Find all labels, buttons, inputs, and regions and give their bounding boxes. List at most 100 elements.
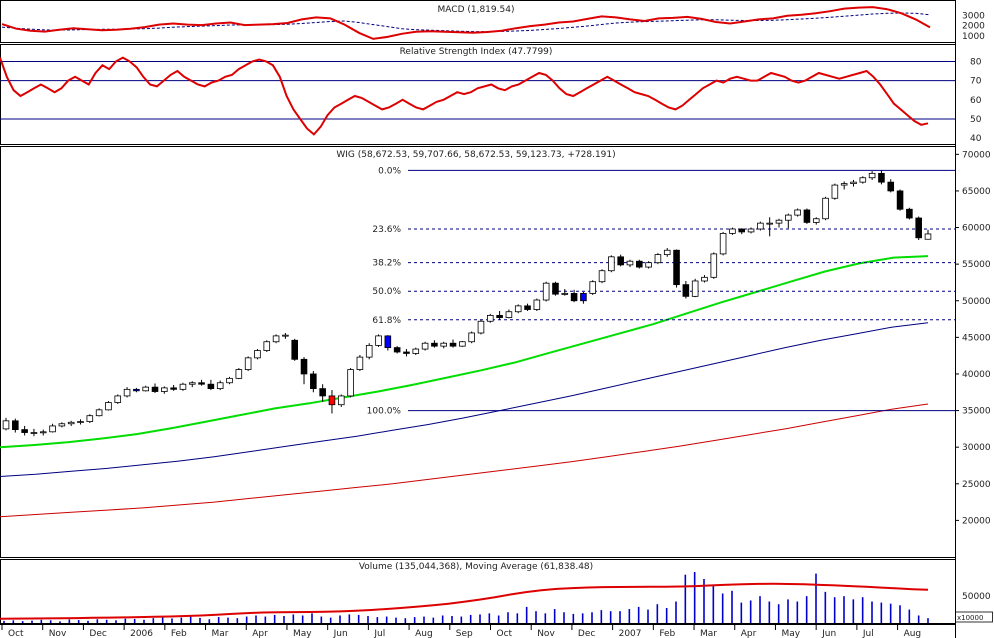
candle-body bbox=[114, 395, 122, 403]
candle-body bbox=[757, 222, 764, 230]
price-tick-label: 45000 bbox=[962, 333, 991, 343]
candle-body bbox=[393, 347, 401, 353]
candle-body bbox=[840, 183, 848, 186]
price-panel bbox=[0, 146, 956, 558]
candle-body bbox=[868, 172, 876, 179]
price-tick-label: 65000 bbox=[962, 187, 991, 197]
month-tick-label: Apr bbox=[252, 629, 268, 638]
candle-body bbox=[421, 342, 429, 350]
rsi-line bbox=[0, 56, 929, 136]
rsi-tick-label: 40 bbox=[970, 134, 982, 144]
candle-body bbox=[412, 348, 420, 354]
month-tick-label: Mar bbox=[212, 629, 229, 638]
candle-body bbox=[645, 262, 652, 268]
candle-body bbox=[300, 358, 308, 375]
candle-body bbox=[859, 177, 867, 183]
rsi-tick-label: 50 bbox=[970, 115, 982, 125]
candle-body bbox=[822, 197, 829, 220]
candle-body bbox=[272, 335, 280, 343]
candle-body bbox=[552, 282, 559, 295]
month-tick-label: Jul bbox=[373, 629, 385, 638]
fibonacci-level-label: 50.0% bbox=[372, 287, 401, 297]
month-tick-label: Jun bbox=[821, 629, 836, 638]
candle-body bbox=[449, 342, 457, 347]
candle-body bbox=[561, 293, 569, 295]
candle-body bbox=[375, 335, 382, 346]
price-tick-label: 30000 bbox=[962, 443, 991, 453]
candle-body bbox=[673, 249, 680, 286]
candle-body bbox=[440, 342, 448, 347]
candle-body bbox=[878, 172, 885, 183]
candle-body bbox=[133, 388, 140, 392]
candle-body bbox=[21, 429, 28, 433]
month-tick-label: Feb bbox=[659, 629, 675, 638]
candle-body bbox=[2, 420, 10, 430]
macd-panel bbox=[0, 0, 956, 43]
candle-body bbox=[431, 342, 438, 347]
candle-body bbox=[924, 233, 932, 240]
fibonacci-level-label: 61.8% bbox=[372, 316, 401, 326]
price-tick-label: 70000 bbox=[962, 150, 991, 160]
candle-body bbox=[179, 383, 187, 390]
candle-body bbox=[636, 260, 643, 268]
candle-body bbox=[477, 320, 485, 334]
candle-body bbox=[198, 382, 205, 385]
month-tick-label: Mar bbox=[700, 629, 717, 638]
candle-body bbox=[915, 217, 922, 239]
candle-body bbox=[505, 311, 513, 318]
candle-body bbox=[906, 208, 913, 219]
candle-body bbox=[337, 395, 345, 406]
price-tick-label: 40000 bbox=[962, 370, 991, 380]
candle-body bbox=[58, 423, 66, 427]
month-tick-label: Dec bbox=[89, 629, 106, 638]
month-tick-label: Sep bbox=[456, 629, 473, 638]
candle-body bbox=[30, 432, 38, 434]
candle-body bbox=[254, 350, 261, 359]
candle-body bbox=[226, 377, 233, 384]
price-tick-label: 20000 bbox=[962, 516, 991, 526]
candle-body bbox=[170, 387, 177, 390]
price-tick-label: 25000 bbox=[962, 480, 991, 490]
volume-unit-box bbox=[955, 611, 993, 623]
candle-body bbox=[524, 305, 531, 310]
volume-moving-average-line bbox=[0, 582, 929, 620]
candle-body bbox=[77, 421, 84, 423]
candle-body bbox=[244, 357, 252, 370]
candle-body bbox=[831, 184, 839, 199]
month-tick-label: Feb bbox=[171, 629, 187, 638]
candle-body bbox=[142, 386, 149, 392]
candle-body bbox=[803, 209, 811, 223]
rsi-tick-label: 70 bbox=[970, 77, 982, 87]
candle-body bbox=[188, 382, 196, 385]
month-tick-label: Jun bbox=[333, 629, 348, 638]
candle-body bbox=[719, 232, 727, 255]
volume-panel bbox=[0, 559, 956, 624]
candle-body bbox=[887, 181, 895, 192]
price-title: WIG (58,672.53, 59,707.66, 58,672.53, 59… bbox=[336, 150, 615, 160]
candle-body bbox=[235, 369, 243, 379]
rsi-tick-label: 80 bbox=[970, 57, 982, 67]
candle-body bbox=[747, 228, 755, 233]
candle-body bbox=[123, 388, 131, 397]
candle-body bbox=[729, 228, 736, 234]
candle-body bbox=[151, 386, 159, 392]
moving-average-line bbox=[0, 322, 929, 477]
candle-body bbox=[514, 305, 522, 313]
candle-body bbox=[496, 314, 503, 318]
candle-body bbox=[626, 260, 634, 266]
candle-body bbox=[617, 256, 624, 266]
candle-body bbox=[542, 282, 550, 301]
candle-body bbox=[403, 351, 410, 354]
month-tick-label: Oct bbox=[496, 629, 512, 638]
month-tick-label: Dec bbox=[578, 629, 595, 638]
moving-average-line bbox=[0, 255, 929, 449]
candle-body bbox=[794, 209, 801, 216]
volume-title: Volume (135,044,368), Moving Average (61… bbox=[359, 562, 593, 572]
candle-body bbox=[682, 284, 690, 297]
candle-body bbox=[319, 388, 326, 397]
price-tick-label: 50000 bbox=[962, 297, 991, 307]
volume-unit-label: x10000 bbox=[957, 614, 983, 622]
month-tick-label: Nov bbox=[537, 629, 555, 638]
candle-body bbox=[356, 356, 364, 370]
